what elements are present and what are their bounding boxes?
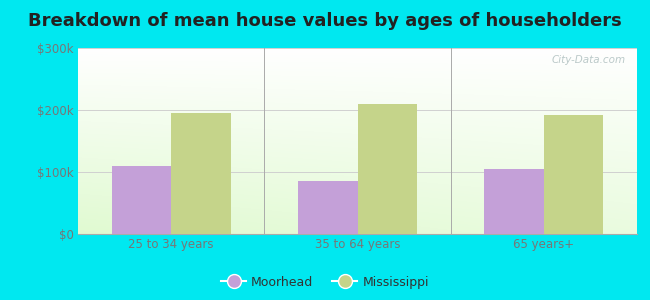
Bar <box>171 113 231 234</box>
Bar <box>544 115 603 234</box>
Bar <box>484 169 544 234</box>
Text: Breakdown of mean house values by ages of householders: Breakdown of mean house values by ages o… <box>28 12 622 30</box>
Bar <box>298 181 358 234</box>
Bar <box>112 166 171 234</box>
Text: City-Data.com: City-Data.com <box>552 56 626 65</box>
Legend: Moorhead, Mississippi: Moorhead, Mississippi <box>216 271 434 294</box>
Bar <box>358 104 417 234</box>
